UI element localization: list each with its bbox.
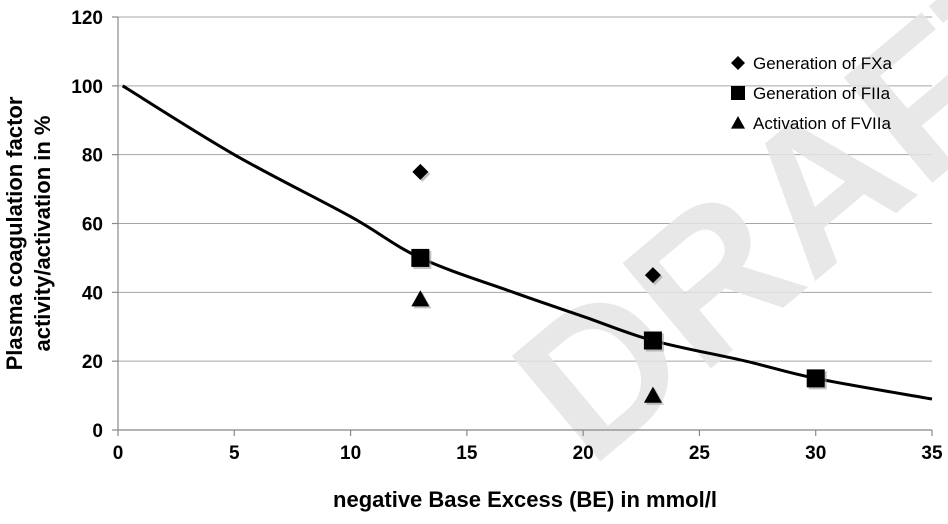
axis-labels: 0 5 10 15 20 25 30 35 0 20 40 60 80 100 120 negative Ba… bbox=[2, 8, 943, 512]
x-tick-label-0: 0 bbox=[113, 443, 124, 464]
point-diamond-1 bbox=[644, 267, 661, 284]
trend-line-group bbox=[121, 84, 933, 401]
legend-label-3: Activation of FVIIa bbox=[753, 114, 891, 133]
legend-marker-diamond bbox=[731, 56, 745, 70]
legend-label-1: Generation of FXa bbox=[753, 54, 892, 73]
y-tick-label-40: 40 bbox=[82, 283, 103, 304]
y-axis-title-line-2: activity/activation in % bbox=[30, 116, 55, 352]
x-tick-label-5: 5 bbox=[229, 443, 240, 464]
legend-marker-square bbox=[731, 86, 745, 100]
point-square-2 bbox=[806, 369, 825, 388]
y-tick-label-120: 120 bbox=[71, 8, 103, 29]
trend-line bbox=[121, 84, 933, 401]
x-tick-label-30: 30 bbox=[805, 443, 826, 464]
watermark-text-group: DRAFTED bbox=[474, 0, 948, 503]
y-axis-title: Plasma coagulation factor activity/activa… bbox=[2, 96, 55, 370]
y-tick-label-80: 80 bbox=[82, 146, 103, 167]
x-tick-label-20: 20 bbox=[573, 443, 594, 464]
y-tick-label-20: 20 bbox=[82, 352, 103, 373]
point-triangle-0 bbox=[411, 290, 430, 307]
y-tick-label-60: 60 bbox=[82, 215, 103, 236]
x-tick-label-35: 35 bbox=[921, 443, 943, 464]
point-triangle-1 bbox=[643, 386, 662, 403]
y-axis-title-line-1: Plasma coagulation factor bbox=[2, 96, 27, 370]
y-tick-label-100: 100 bbox=[71, 77, 103, 98]
legend-marker-triangle bbox=[731, 116, 745, 129]
watermark-text: DRAFTED bbox=[474, 0, 948, 503]
x-tick-label-15: 15 bbox=[456, 443, 478, 464]
point-square-0 bbox=[411, 248, 430, 267]
data-points bbox=[411, 163, 827, 405]
y-tick-label-0: 0 bbox=[92, 421, 103, 442]
x-tick-label-10: 10 bbox=[340, 443, 361, 464]
x-tick-label-25: 25 bbox=[689, 443, 711, 464]
point-square-1 bbox=[643, 331, 662, 350]
legend-label-2: Generation of FIIa bbox=[753, 84, 891, 103]
watermark: DRAFTED bbox=[474, 0, 948, 503]
x-axis-title: negative Base Excess (BE) in mmol/l bbox=[333, 487, 717, 512]
gridlines bbox=[118, 16, 932, 362]
axes bbox=[112, 16, 933, 436]
point-diamond-0 bbox=[412, 163, 429, 180]
legend: Generation of FXa Generation of FIIa Activ… bbox=[731, 54, 892, 133]
